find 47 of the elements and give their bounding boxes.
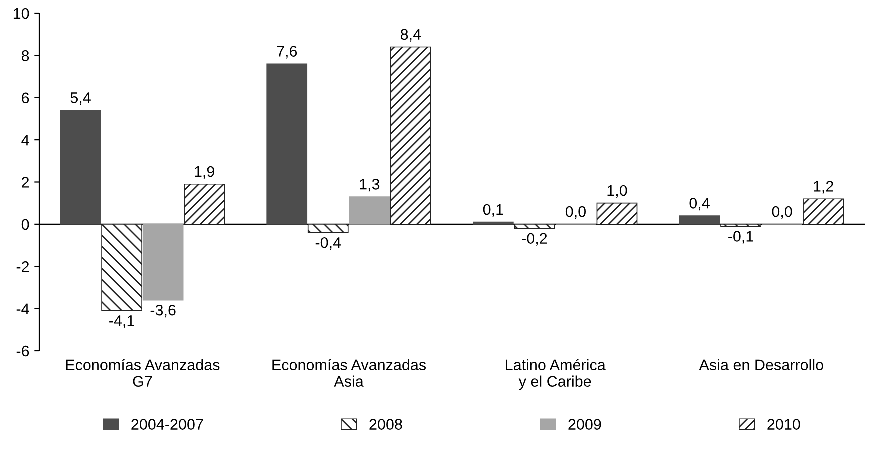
bar (308, 224, 349, 234)
bar (349, 196, 390, 225)
bar (596, 202, 638, 225)
data-label: -0,4 (316, 237, 342, 250)
data-label: -0,1 (728, 231, 754, 244)
bar (679, 216, 720, 225)
y-tick-label: -6 (16, 346, 30, 357)
data-label: -4,1 (110, 316, 134, 328)
y-tick-label: 0 (22, 219, 30, 230)
bar (390, 46, 432, 225)
data-label: 0,0 (772, 206, 792, 220)
bar (60, 110, 102, 225)
bar (803, 198, 844, 225)
legend-label: 2004-2007 (132, 419, 204, 430)
bar (473, 222, 514, 225)
data-label: 1,0 (608, 185, 628, 198)
data-label: 1,2 (814, 181, 834, 194)
bar (142, 224, 184, 301)
x-tick-label: Asia en Desarrollo (699, 359, 824, 371)
legend-label: 2008 (370, 419, 402, 430)
legend-label: 2010 (768, 419, 800, 430)
y-tick-label: 4 (22, 135, 30, 146)
bar (514, 224, 556, 230)
y-tick-label: 6 (22, 92, 30, 104)
data-label: 5,4 (70, 92, 91, 106)
data-label: 0,0 (566, 206, 586, 220)
y-tick-label: -2 (16, 261, 30, 272)
x-tick-label: Economías Avanzadas Asia (272, 359, 426, 388)
bar (102, 224, 142, 312)
bar (266, 64, 308, 225)
data-label: 1,9 (195, 166, 214, 179)
data-label: -0,2 (522, 233, 548, 246)
y-tick-label: 8 (22, 50, 30, 62)
data-label: 7,6 (277, 46, 298, 59)
bar (720, 224, 762, 227)
data-label: -3,6 (150, 304, 176, 318)
data-label: 0,4 (690, 198, 710, 211)
legend-label: 2009 (568, 419, 602, 430)
bar (184, 184, 226, 225)
x-tick-label: Economías Avanzadas G7 (66, 359, 220, 388)
data-label: 8,4 (400, 29, 422, 42)
y-tick-label: -4 (16, 304, 30, 314)
data-label: 1,3 (360, 179, 380, 192)
x-tick-label: Latino América y el Caribe (506, 359, 606, 390)
data-label: 0,1 (483, 204, 504, 217)
y-tick-label: 10 (14, 8, 30, 20)
y-tick-label: 2 (22, 177, 30, 188)
